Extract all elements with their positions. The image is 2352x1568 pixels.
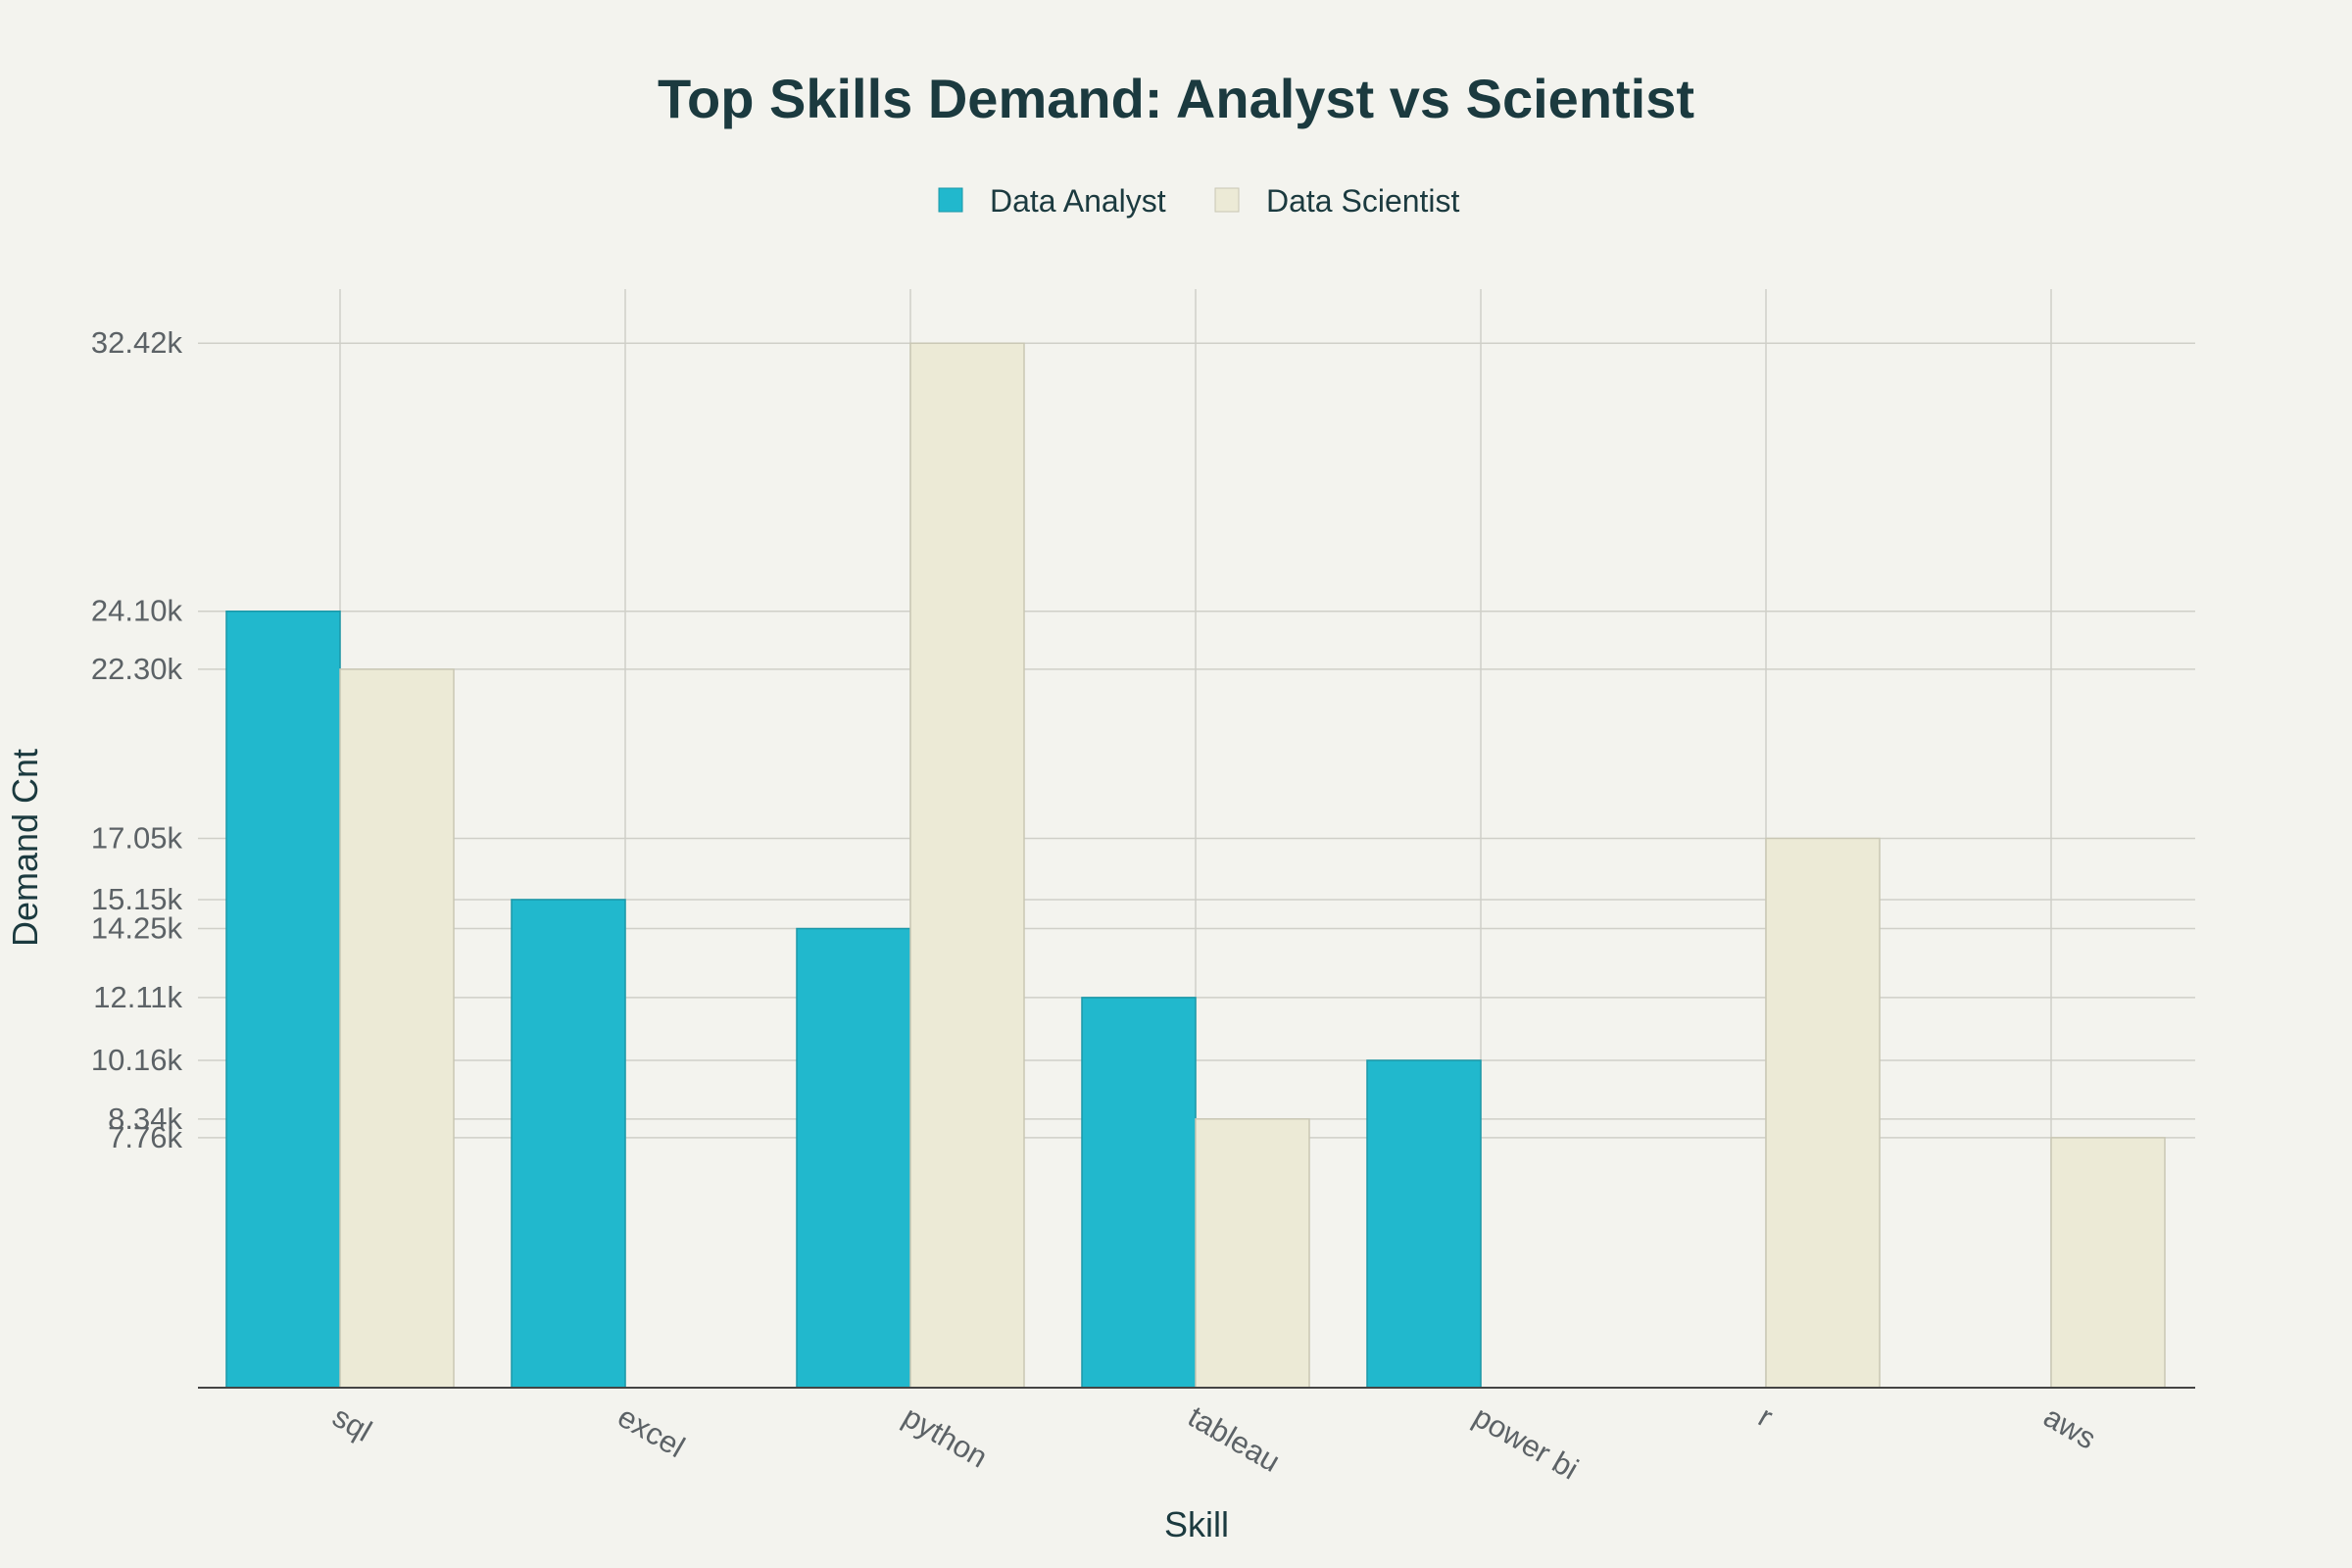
bars: [225, 342, 2166, 1389]
bar-data-analyst-python: [796, 927, 911, 1389]
x-tick-label-power-bi: power bi: [1468, 1399, 1585, 1487]
x-tick-label-tableau: tableau: [1183, 1399, 1287, 1479]
bar-data-scientist-r: [1765, 837, 1881, 1389]
bar-data-scientist-aws: [2050, 1137, 2166, 1389]
x-tick-labels: sql excel python tableau power bi r aws: [327, 1399, 2102, 1487]
y-tick-label: 32.42k: [91, 325, 183, 360]
y-tick-label: 8.34k: [108, 1102, 182, 1136]
chart-title: Top Skills Demand: Analyst vs Scientist: [658, 68, 1694, 129]
bar-data-analyst-tableau: [1081, 997, 1197, 1389]
bar-data-analyst-power-bi: [1366, 1059, 1482, 1389]
x-tick-label-r: r: [1753, 1399, 1779, 1434]
y-tick-label: 7.76k: [108, 1120, 182, 1154]
bar-data-scientist-sql: [339, 668, 455, 1389]
x-tick-label-aws: aws: [2038, 1399, 2102, 1456]
bar-data-analyst-sql: [225, 610, 341, 1389]
bar-data-scientist-python: [909, 342, 1025, 1389]
legend: Data Analyst Data Scientist: [938, 183, 1460, 219]
legend-label-data-scientist: Data Scientist: [1266, 183, 1460, 219]
y-tick-label: 14.25k: [91, 911, 183, 946]
horizontal-gridlines: [198, 342, 2195, 1139]
y-tick-label: 17.05k: [91, 821, 183, 856]
legend-swatch-data-analyst: [938, 187, 963, 213]
y-axis-title: Demand Cnt: [5, 749, 45, 947]
x-tick-label-sql: sql: [327, 1399, 378, 1448]
x-tick-label-python: python: [898, 1399, 994, 1475]
y-tick-label: 22.30k: [91, 652, 183, 686]
x-tick-label-excel: excel: [612, 1399, 691, 1464]
bar-data-analyst-excel: [511, 899, 626, 1389]
legend-label-data-analyst: Data Analyst: [990, 183, 1166, 219]
y-tick-label: 10.16k: [91, 1043, 183, 1077]
legend-swatch-data-scientist: [1214, 187, 1240, 213]
y-tick-label: 12.11k: [93, 980, 182, 1014]
y-tick-label: 15.15k: [91, 882, 183, 916]
x-axis-title: Skill: [1164, 1504, 1229, 1544]
bar-data-scientist-tableau: [1195, 1118, 1310, 1389]
y-tick-label: 24.10k: [91, 594, 183, 628]
